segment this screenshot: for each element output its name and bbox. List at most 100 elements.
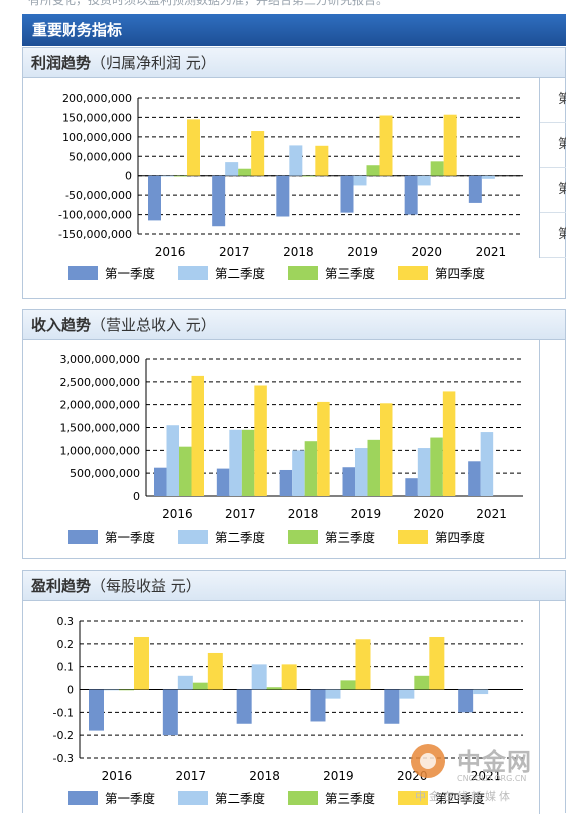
bar-2016-q2 <box>104 689 119 691</box>
x-tick-label: 2019 <box>323 769 354 783</box>
bar-2018-q3 <box>266 687 282 690</box>
legend-label: 第四季度 <box>435 530 486 545</box>
legend-label: 第二季度 <box>215 266 266 281</box>
revenue-chart: 3,000,000,000 2,500,000,000 2,000,000,000 1… <box>23 310 523 545</box>
legend-swatch-q4 <box>398 266 428 280</box>
side-table: 第 第 第 第 <box>539 78 566 258</box>
bar-2020-q1 <box>405 478 418 496</box>
bar-2017-q1 <box>216 468 230 496</box>
x-tick-label: 2020 <box>413 507 444 521</box>
bar-2016-q1 <box>148 175 161 221</box>
x-tick-label: 2016 <box>162 507 193 521</box>
profit-chart: 200,000,000 150,000,000 100,000,000 50,000,… <box>58 92 523 281</box>
eps-trend-title: 盈利趋势（每股收益 元） <box>23 571 565 601</box>
bar-2021-q1 <box>468 175 482 203</box>
bar-2020-q3 <box>430 437 443 496</box>
legend-label: 第二季度 <box>215 530 266 545</box>
bar-2016-q2 <box>166 425 179 496</box>
x-tick-label: 2019 <box>347 245 378 259</box>
y-tick-label: 0.3 <box>57 615 75 628</box>
bar-2016-q4 <box>187 119 200 176</box>
bar-2018-q4 <box>281 664 297 690</box>
bar-2018-q3 <box>302 175 316 177</box>
bar-2019-q4 <box>355 639 371 690</box>
watermark-sub: 中金在线新媒体 <box>415 790 513 803</box>
bar-2017-q4 <box>254 385 267 496</box>
y-tick-label: 500,000,000 <box>70 467 140 480</box>
x-tick-label: 2019 <box>351 507 382 521</box>
revenue-trend-title: 收入趋势（营业总收入 元） <box>23 310 565 340</box>
bar-2017-q1 <box>212 175 226 227</box>
side-cell: 第 <box>540 123 566 168</box>
bar-2019-q3 <box>366 165 380 176</box>
bar-2020-q4 <box>443 114 457 176</box>
legend-label: 第一季度 <box>105 530 156 545</box>
watermark-name: 中金网 <box>457 748 532 776</box>
bar-2017-q4 <box>207 652 223 690</box>
legend-swatch-q4 <box>398 791 428 805</box>
y-tick-label: 200,000,000 <box>62 92 132 105</box>
x-tick-label: 2021 <box>476 507 507 521</box>
y-tick-label: -100,000,000 <box>58 209 132 222</box>
bar-2020-q2 <box>417 175 431 186</box>
bar-2019-q4 <box>380 403 393 496</box>
bar-2019-q3 <box>367 439 380 496</box>
bar-2016-q3 <box>174 175 187 177</box>
x-tick-label: 2018 <box>288 507 319 521</box>
bar-2019-q2 <box>325 689 341 699</box>
bar-2020-q2 <box>417 448 431 496</box>
bar-2021-q2 <box>480 432 494 496</box>
bar-2017-q2 <box>225 162 239 176</box>
bar-2016-q1 <box>154 467 167 496</box>
x-tick-label: 2017 <box>219 245 250 259</box>
bar-2017-q3 <box>192 682 208 690</box>
bar-2021-q1 <box>468 461 481 496</box>
side-column <box>539 601 566 814</box>
y-tick-label: 2,500,000,000 <box>60 376 140 389</box>
bar-2020-q1 <box>404 175 418 215</box>
bar-2016-q4 <box>134 636 149 690</box>
x-tick-label: 2017 <box>175 769 206 783</box>
bar-2018-q1 <box>276 175 290 217</box>
legend-label: 第三季度 <box>325 530 376 545</box>
bar-2020-q2 <box>399 689 415 699</box>
profit-trend-unit: （归属净利润 元） <box>91 54 216 72</box>
y-tick-label: 2,000,000,000 <box>60 399 140 412</box>
y-tick-label: -50,000,000 <box>65 189 132 202</box>
legend-swatch-q3 <box>288 791 318 805</box>
top-note: 有所变化，投资时须以盈利预测数据为准，并结合第三方研究报告。 <box>28 0 389 7</box>
bar-2018-q1 <box>236 689 252 724</box>
legend-swatch-q2 <box>178 530 208 544</box>
x-tick-label: 2016 <box>102 769 133 783</box>
bar-2017-q3 <box>238 168 252 176</box>
legend-label: 第四季度 <box>435 266 486 281</box>
bar-2017-q3 <box>241 429 255 496</box>
x-tick-label: 2021 <box>471 769 502 783</box>
bar-2016-q3 <box>179 446 192 496</box>
bar-2021-q1 <box>458 689 474 713</box>
bar-2018-q4 <box>317 401 330 496</box>
bar-2017-q2 <box>229 429 242 496</box>
bar-2021-q2 <box>473 689 489 695</box>
top-note-strip: 有所变化，投资时须以盈利预测数据为准，并结合第三方研究报告。 <box>0 0 566 8</box>
legend-swatch-q1 <box>68 791 98 805</box>
bar-2019-q1 <box>342 467 355 496</box>
y-tick-label: 0.1 <box>57 661 75 674</box>
legend-label: 第三季度 <box>325 791 376 806</box>
bar-2020-q4 <box>442 391 456 496</box>
y-tick-label: 1,500,000,000 <box>60 422 140 435</box>
legend-swatch-q2 <box>178 791 208 805</box>
bar-2019-q1 <box>310 689 326 722</box>
legend-label: 第四季度 <box>435 791 486 806</box>
bar-2019-q3 <box>340 680 356 690</box>
legend-label: 第一季度 <box>105 791 156 806</box>
profit-trend-panel: 利润趋势（归属净利润 元） 第 第 第 第 200,000,000 150,000… <box>22 47 566 299</box>
bar-2020-q1 <box>384 689 400 724</box>
y-tick-label: -0.2 <box>53 729 74 742</box>
legend-swatch-q2 <box>178 266 208 280</box>
bar-2018-q1 <box>279 469 293 496</box>
revenue-trend-panel: 收入趋势（营业总收入 元） 3,000,000,000 2,500,000,000… <box>22 309 566 559</box>
legend-label: 第一季度 <box>105 266 156 281</box>
bar-2019-q1 <box>340 175 354 213</box>
side-cell: 第 <box>540 213 566 258</box>
